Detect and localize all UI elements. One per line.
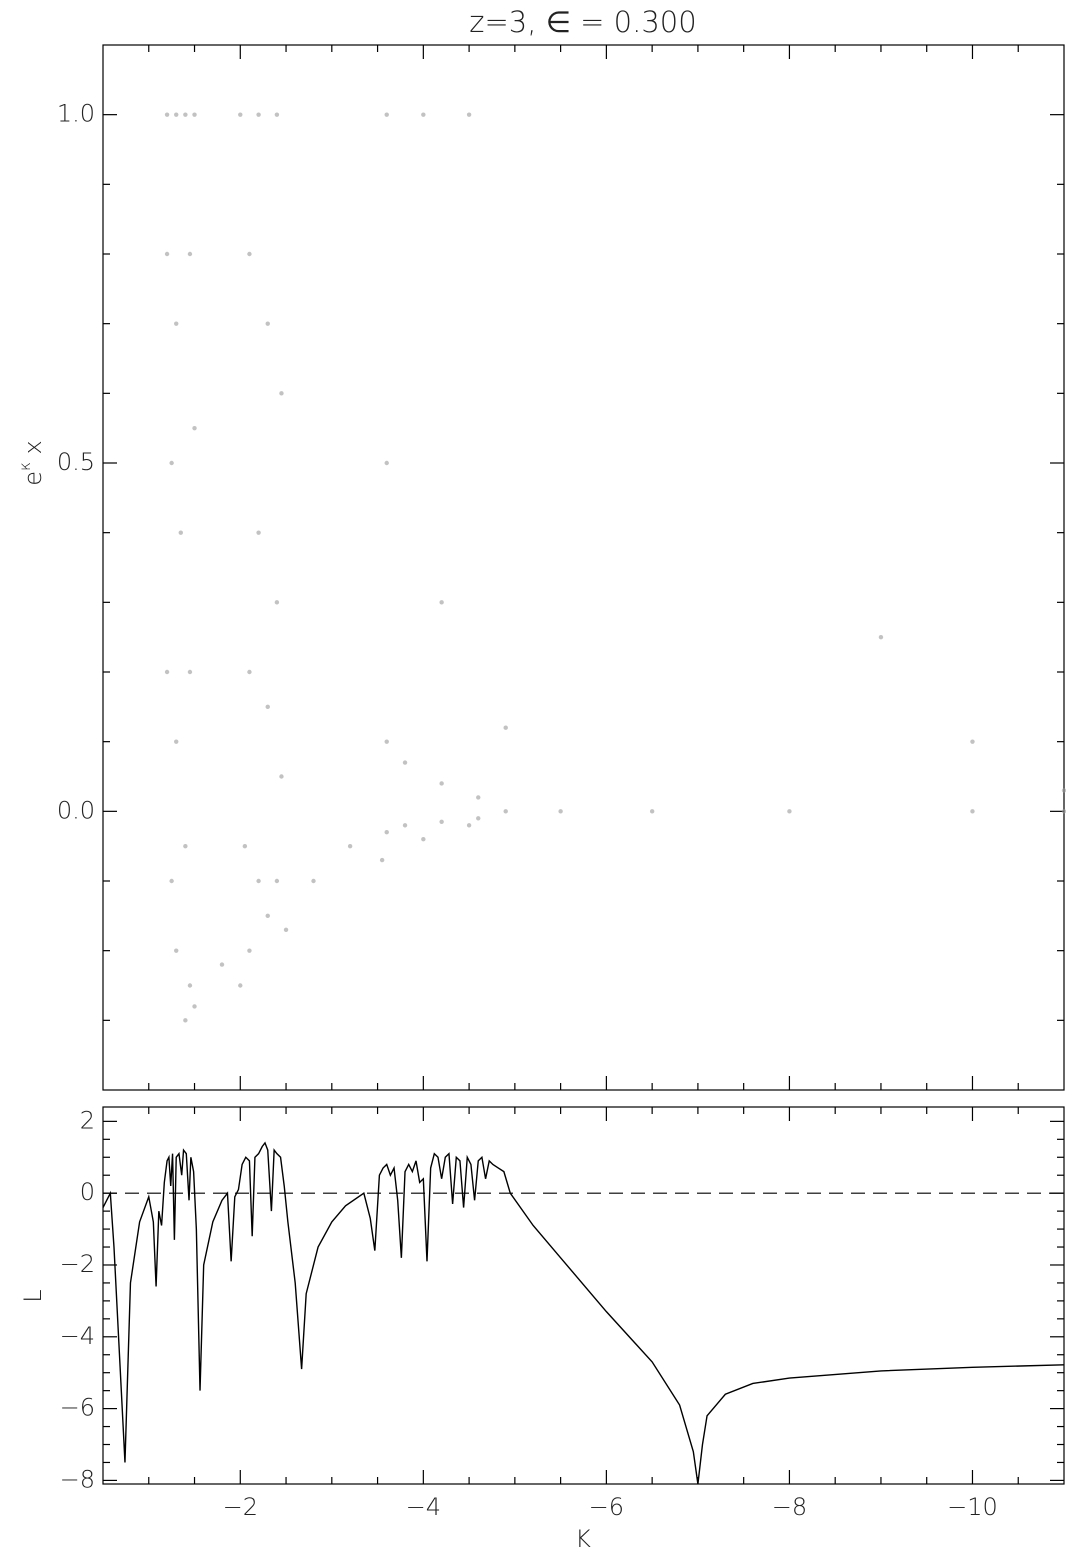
y-label-superscript: κ xyxy=(16,462,34,471)
point xyxy=(970,739,975,744)
y-tick-label: −4 xyxy=(60,1322,95,1350)
x-tick-label: −2 xyxy=(223,1493,258,1521)
point xyxy=(265,704,270,710)
y-label-suffix: x xyxy=(19,440,47,462)
point xyxy=(174,321,179,326)
point xyxy=(256,530,261,535)
point xyxy=(379,857,385,863)
point xyxy=(174,739,179,744)
point xyxy=(878,634,884,640)
point xyxy=(476,795,481,800)
point xyxy=(164,112,170,117)
point xyxy=(649,809,655,814)
y-axis-label: L xyxy=(19,1289,47,1302)
point xyxy=(169,878,174,884)
point xyxy=(279,774,284,779)
y-tick-label: 0.5 xyxy=(57,448,95,476)
point xyxy=(1061,788,1066,793)
point xyxy=(558,809,563,814)
point xyxy=(265,321,270,326)
point xyxy=(970,809,975,814)
y-axis-label: eκ x xyxy=(16,440,48,486)
point xyxy=(187,983,193,988)
y-tick-label: −8 xyxy=(60,1465,95,1493)
point xyxy=(384,460,389,466)
point xyxy=(421,112,426,117)
x-tick-label: −8 xyxy=(772,1493,807,1521)
point xyxy=(178,530,183,535)
point xyxy=(402,760,408,765)
point xyxy=(787,809,792,814)
point xyxy=(192,425,197,431)
point xyxy=(247,251,252,257)
point xyxy=(503,809,508,814)
point xyxy=(183,1018,188,1023)
point xyxy=(174,948,179,953)
point xyxy=(421,837,426,842)
x-axis-label: K xyxy=(575,1525,591,1553)
y-tick-label: −2 xyxy=(60,1250,95,1278)
point xyxy=(256,112,261,117)
y-tick-label: 0 xyxy=(80,1178,95,1206)
x-tick-label: −10 xyxy=(947,1493,998,1521)
plot-frame xyxy=(102,44,1065,1091)
point xyxy=(219,962,225,967)
y-label-base: e xyxy=(19,471,47,486)
point xyxy=(466,823,472,828)
point xyxy=(1061,809,1066,814)
point xyxy=(476,816,481,821)
point xyxy=(283,927,289,932)
point xyxy=(187,669,193,675)
point xyxy=(402,823,408,828)
point xyxy=(384,112,389,117)
y-tick-label: −6 xyxy=(60,1394,95,1422)
line xyxy=(102,1141,1065,1485)
point xyxy=(274,600,280,605)
point xyxy=(192,1004,197,1009)
point xyxy=(187,251,193,257)
point xyxy=(439,819,444,824)
point xyxy=(183,843,188,849)
point xyxy=(247,948,252,953)
point xyxy=(169,460,174,466)
point xyxy=(238,983,243,988)
point xyxy=(174,112,179,117)
point xyxy=(466,112,472,117)
point xyxy=(311,878,316,884)
y-tick-label: 1.0 xyxy=(57,100,95,128)
point xyxy=(164,669,170,675)
point xyxy=(256,878,261,884)
point xyxy=(439,600,444,605)
chart-title: z=3, ∈ = 0.300 xyxy=(469,5,696,39)
point xyxy=(242,843,248,849)
point xyxy=(192,112,197,117)
point xyxy=(274,878,280,884)
y-tick-label: 2 xyxy=(80,1106,95,1134)
point xyxy=(347,843,353,849)
point xyxy=(503,725,508,730)
y-tick-label: 0.0 xyxy=(57,796,95,824)
point xyxy=(384,830,389,835)
point xyxy=(183,112,188,117)
x-tick-label: −6 xyxy=(589,1493,624,1521)
point xyxy=(238,112,243,117)
point xyxy=(384,739,389,744)
point xyxy=(439,781,444,786)
point xyxy=(274,112,280,117)
point xyxy=(247,669,252,675)
x-tick-label: −4 xyxy=(406,1493,441,1521)
point xyxy=(164,251,170,257)
point xyxy=(265,913,270,919)
plot-frame xyxy=(102,1106,1065,1485)
point xyxy=(279,391,284,396)
